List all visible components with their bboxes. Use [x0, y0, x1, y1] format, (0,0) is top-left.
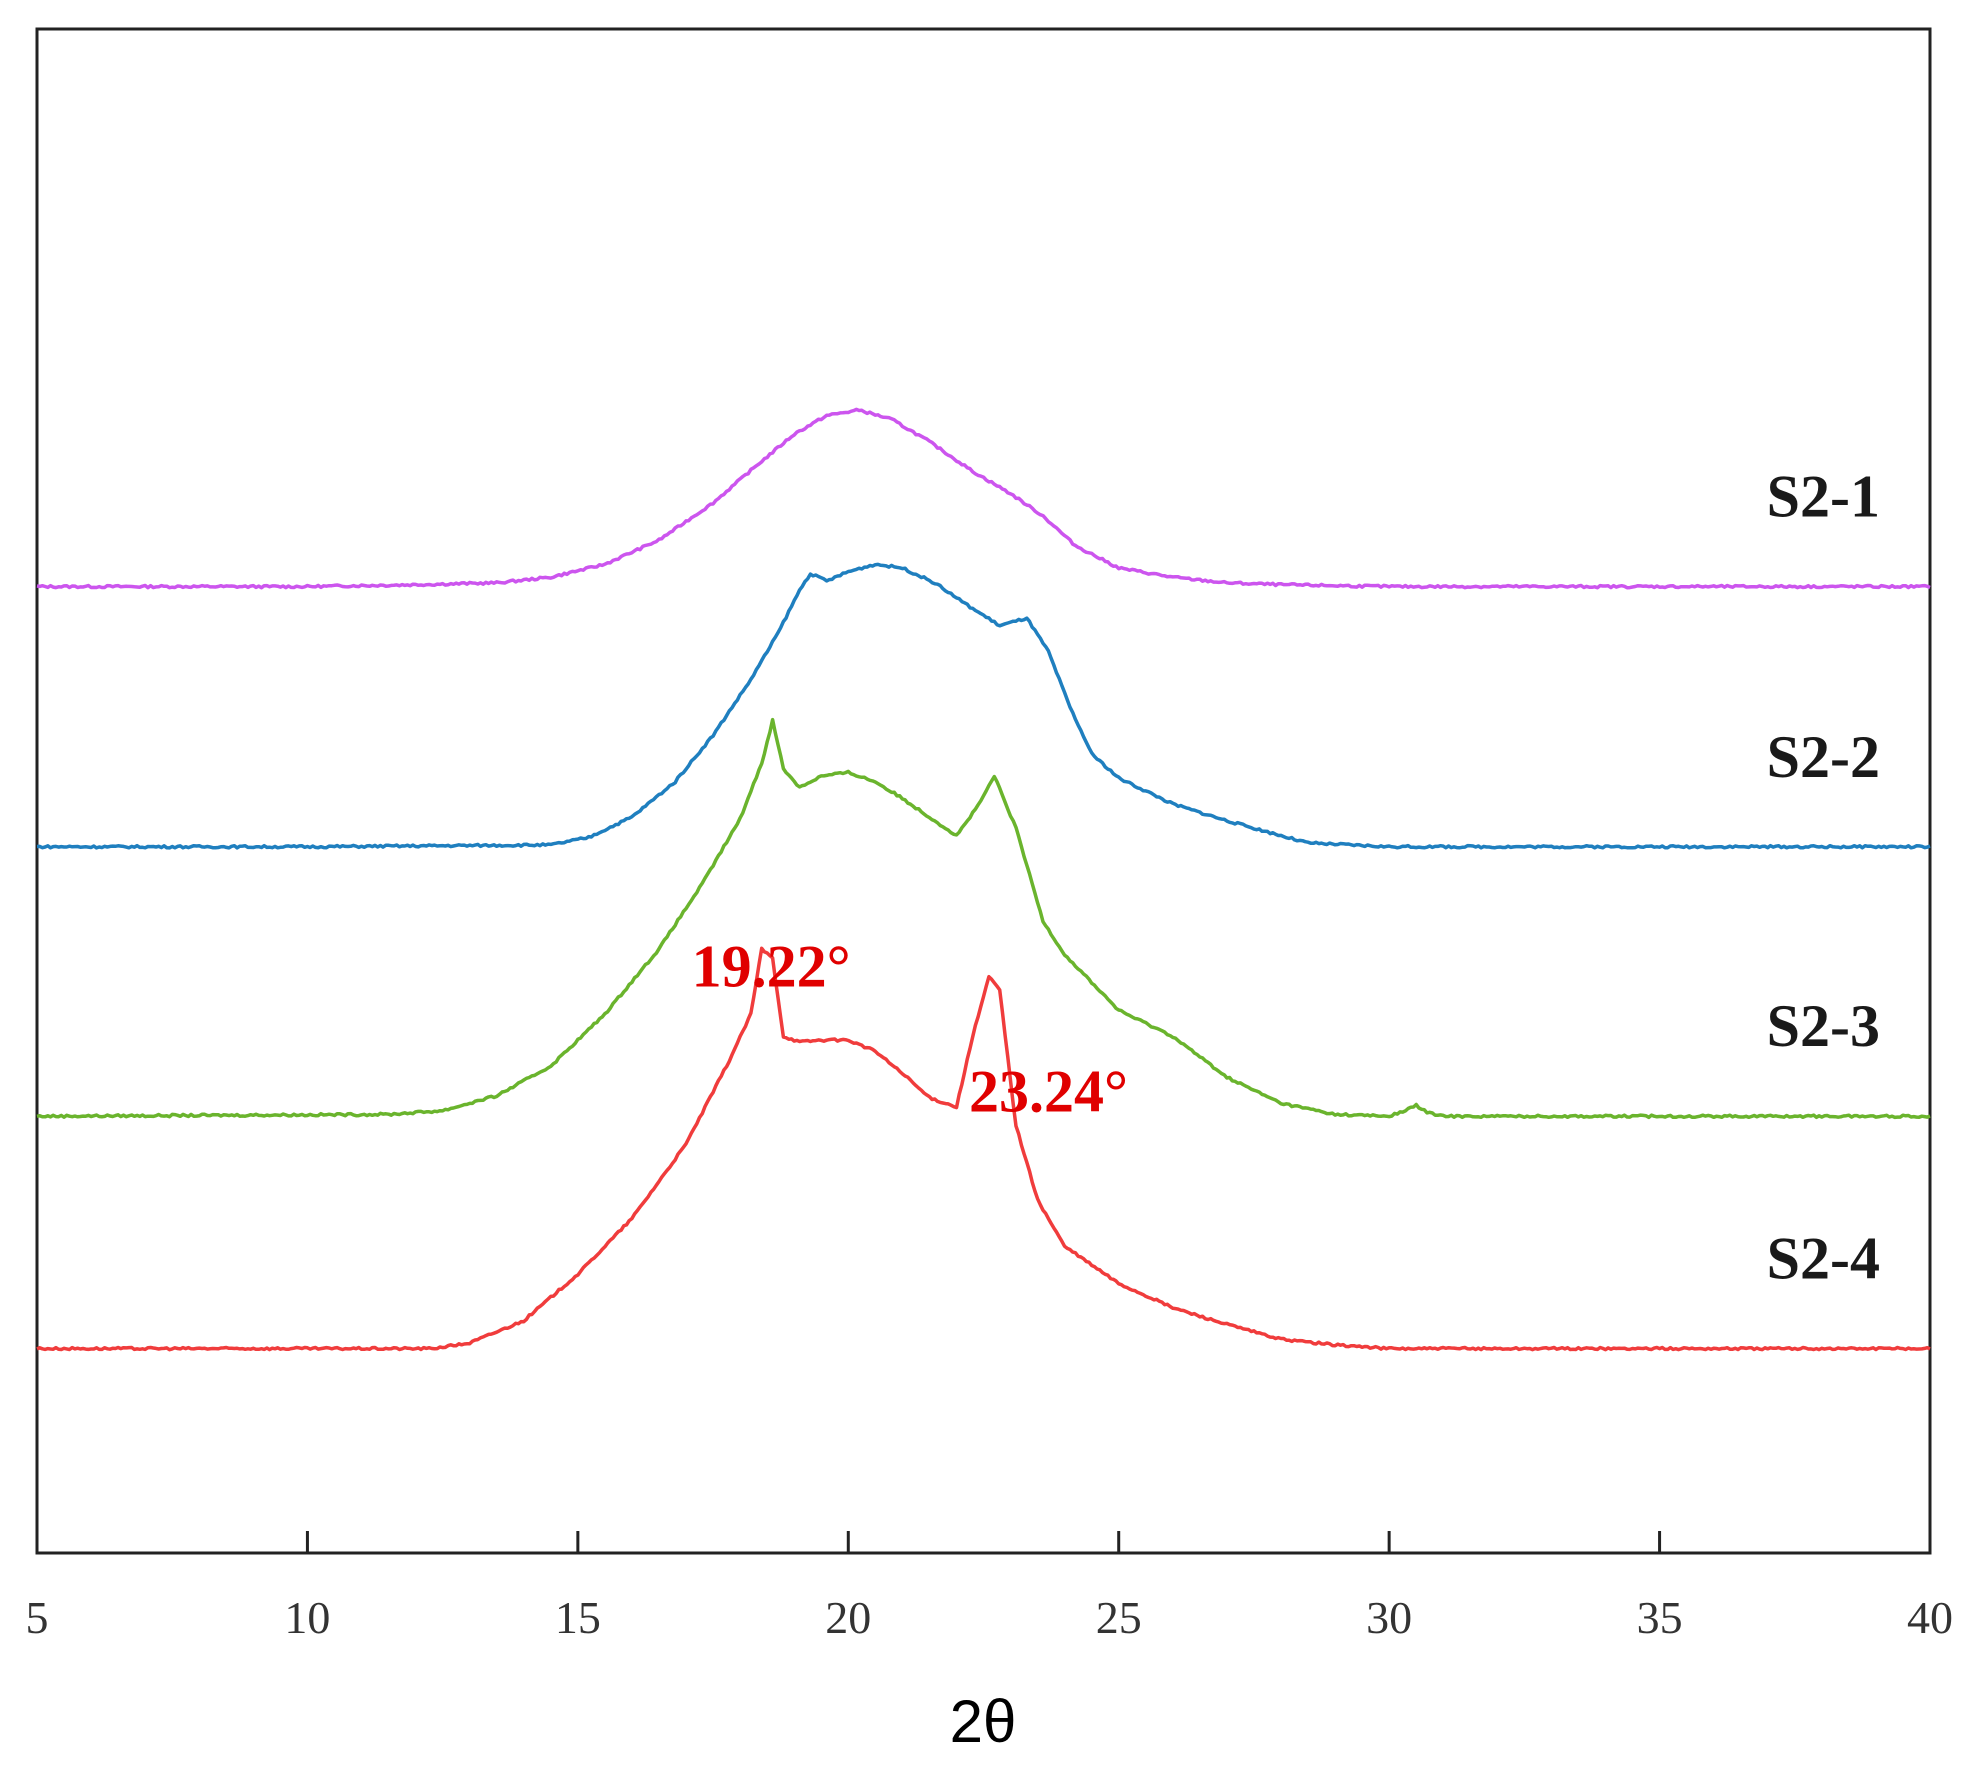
x-tick-label-10: 10 [284, 1592, 330, 1643]
series-line-s2-4 [36, 946, 1931, 1352]
plot-frame [35, 27, 1932, 1555]
peak-annotation-1: 23.24° [969, 1059, 1128, 1125]
x-tick-label-35: 35 [1637, 1592, 1683, 1643]
x-tick-label-40: 40 [1907, 1592, 1953, 1643]
x-tick-label-15: 15 [555, 1592, 601, 1643]
x-axis-title: 2θ [950, 1688, 1017, 1755]
series-label-s2-1: S2-1 [1767, 464, 1880, 530]
series-line-s2-2 [36, 562, 1931, 850]
series-label-s2-2: S2-2 [1767, 724, 1880, 790]
x-tick-label-5: 5 [26, 1592, 49, 1643]
series-label-s2-4: S2-4 [1767, 1226, 1880, 1292]
series-line-s2-1 [36, 407, 1931, 590]
series-line-s2-3 [36, 717, 1931, 1120]
series-labels: S2-1 S2-2 S2-3 S2-4 [1767, 464, 1880, 1292]
series-label-s2-3: S2-3 [1767, 993, 1880, 1059]
x-tick-label-30: 30 [1366, 1592, 1412, 1643]
peak-annotations: 19.22° 23.24° [692, 933, 1128, 1124]
peak-annotation-0: 19.22° [692, 933, 851, 999]
x-tick-label-25: 25 [1096, 1592, 1142, 1643]
x-axis-ticks [35, 1531, 1932, 1553]
x-axis-tick-labels: 5 10 15 20 25 30 35 40 [26, 1592, 1954, 1643]
x-tick-label-20: 20 [825, 1592, 871, 1643]
curves-group [36, 407, 1931, 1352]
